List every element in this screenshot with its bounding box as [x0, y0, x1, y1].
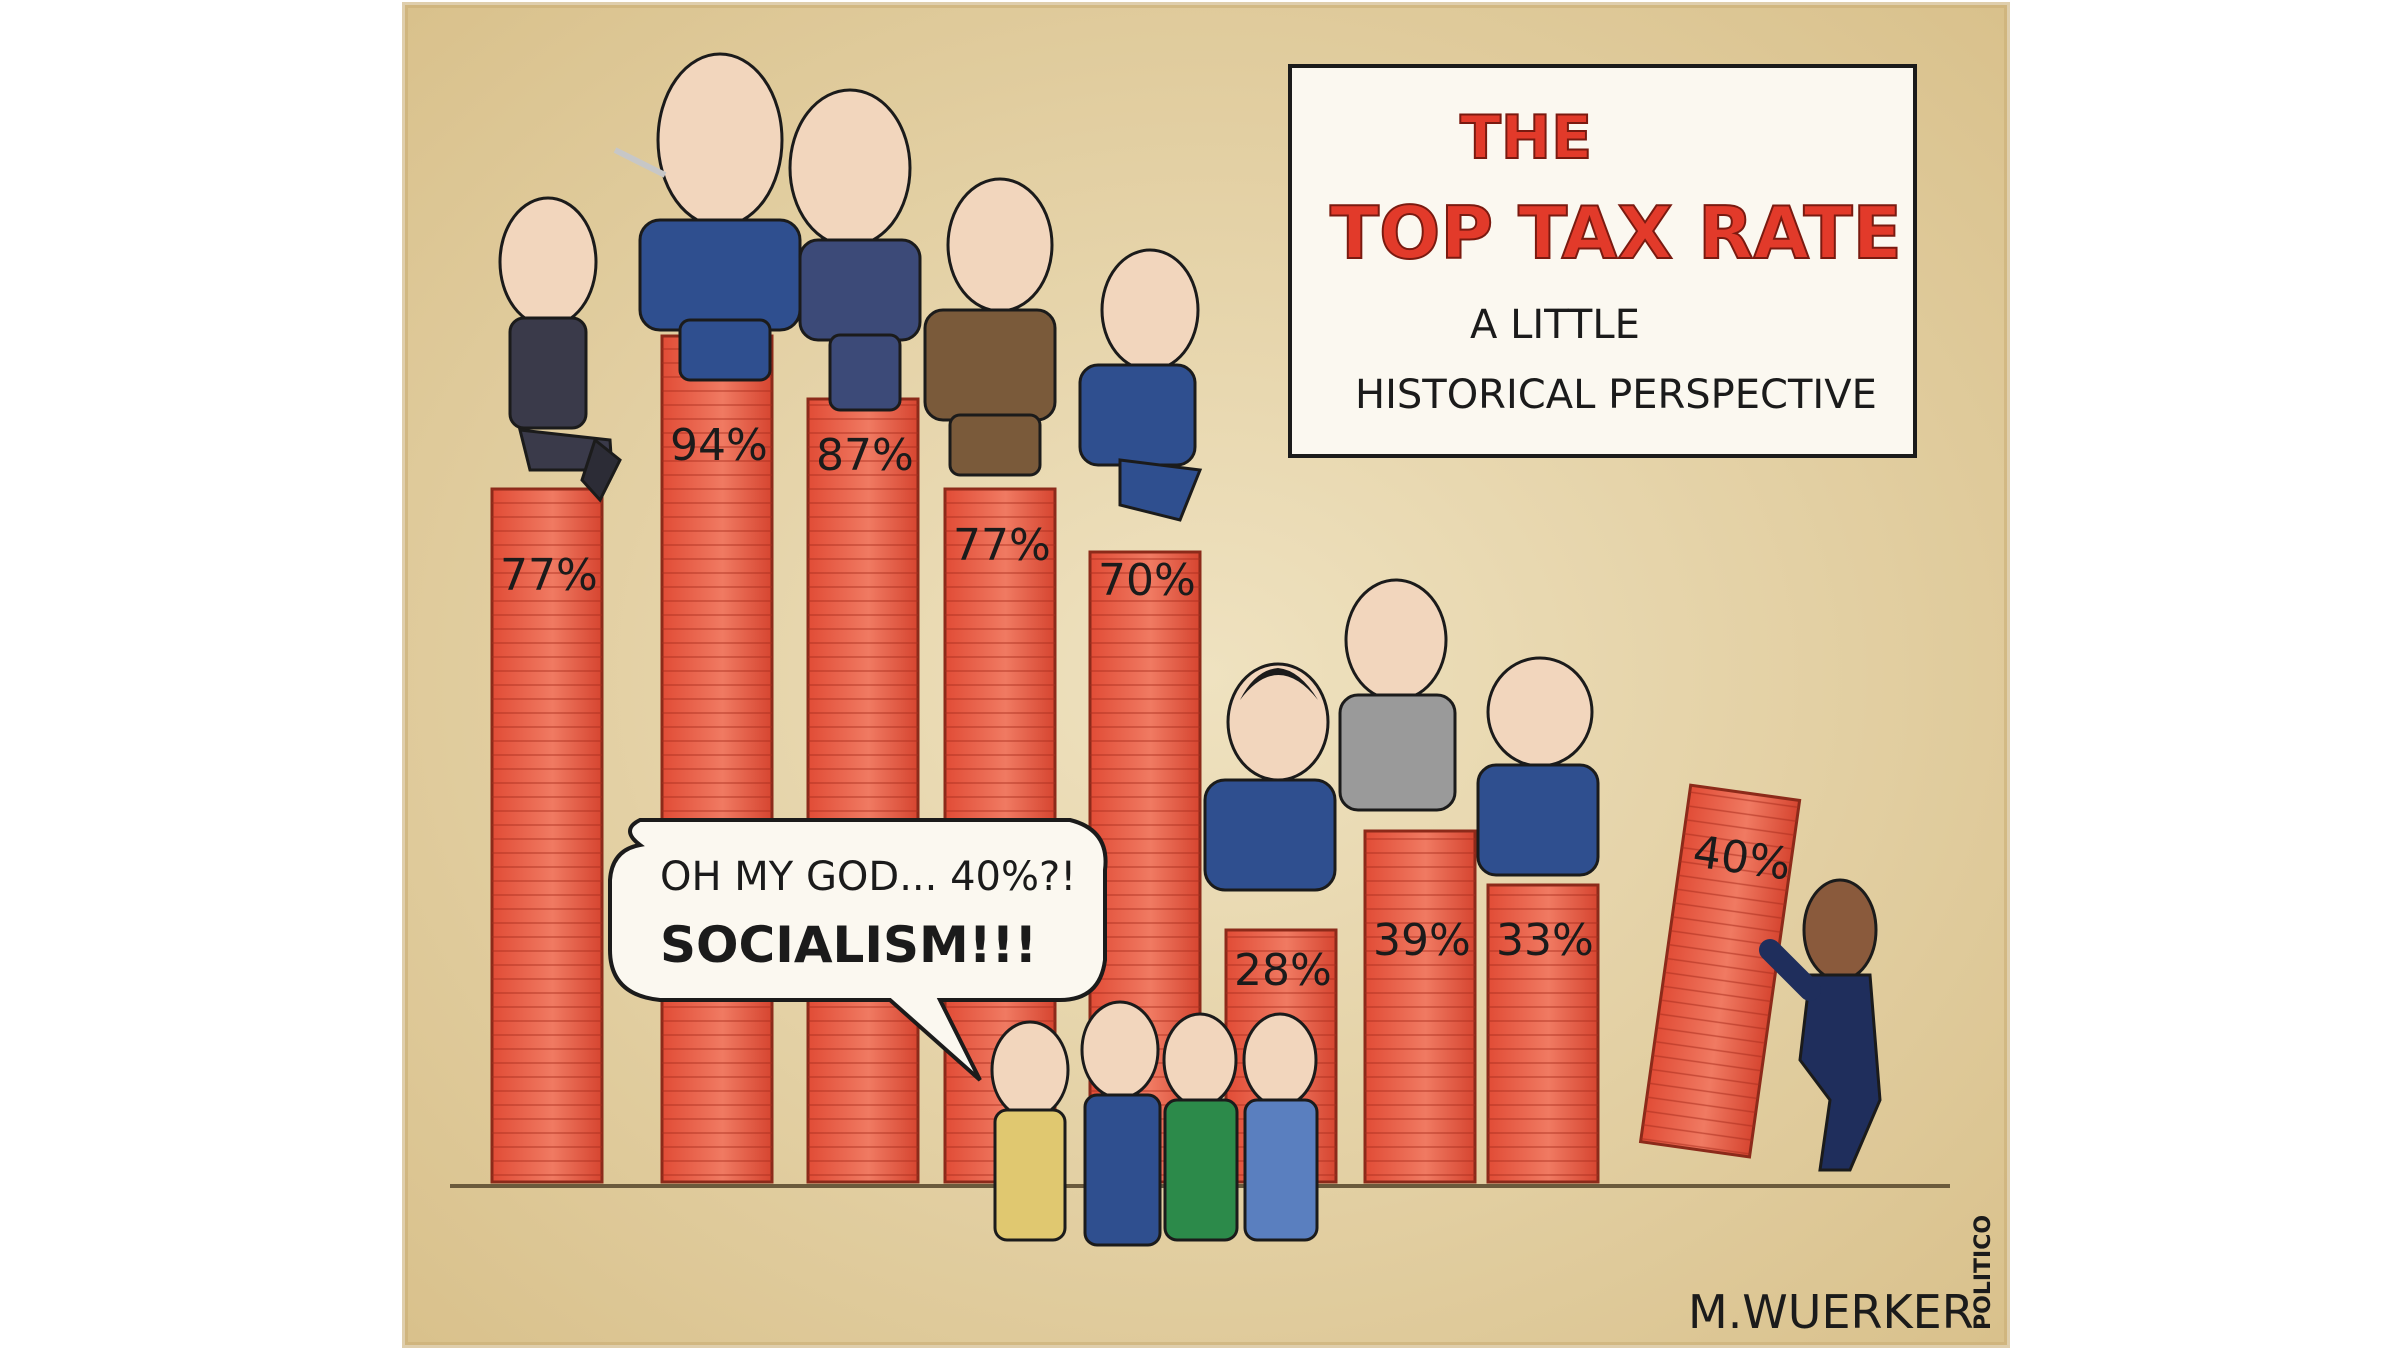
- bar-3-label: 87%: [816, 430, 914, 481]
- bar-1-tick-marks: [492, 489, 602, 1182]
- bar-3-tick-marks: [808, 399, 918, 1182]
- bar-7: 39%: [1363, 829, 1477, 1184]
- bar-9-tick-marks: [1640, 785, 1800, 1157]
- bar-8: 33%: [1486, 883, 1600, 1184]
- crowd-group: [990, 1000, 1319, 1247]
- figure-2-caricature: [613, 52, 802, 382]
- speech-line-1: OH MY GOD... 40%?!: [660, 854, 1076, 900]
- bar-7-label: 39%: [1373, 915, 1471, 966]
- bar-1: 77%: [490, 487, 604, 1184]
- subtitle-line-2: HISTORICAL PERSPECTIVE: [1355, 372, 1877, 418]
- bar-1-label: 77%: [500, 550, 598, 601]
- bar-2-label: 94%: [670, 420, 768, 471]
- figure-4-caricature: [923, 177, 1057, 477]
- title-line-1: THE: [1460, 103, 1592, 173]
- figure-pushing-bar: [1759, 878, 1882, 1172]
- figure-6-caricature: [1203, 662, 1337, 892]
- subtitle-line-1: A LITTLE: [1470, 302, 1640, 348]
- historical-figures: [498, 52, 1882, 1247]
- artist-signature: M.WUERKER: [1688, 1285, 1974, 1339]
- bar-4-label: 77%: [953, 520, 1051, 571]
- bar-7-tick-marks: [1365, 831, 1475, 1182]
- figure-1-caricature: [498, 196, 622, 503]
- speech-bubble: OH MY GOD... 40%?! SOCIALISM!!!: [608, 818, 1108, 1082]
- bar-3: 87%: [806, 397, 920, 1184]
- bar-8-label: 33%: [1496, 915, 1594, 966]
- bar-5-label: 70%: [1098, 555, 1196, 606]
- publisher-credit: POLITICO: [1971, 1215, 1996, 1330]
- figure-5-caricature: [1078, 248, 1203, 522]
- bar-6-label: 28%: [1234, 945, 1332, 996]
- figure-3-caricature: [788, 88, 922, 412]
- title-line-2: TOP TAX RATE: [1330, 191, 1902, 275]
- bar-2: 94%: [660, 334, 774, 1184]
- bar-2-tick-marks: [662, 336, 772, 1182]
- title-card: THE TOP TAX RATE A LITTLE HISTORICAL PER…: [1288, 64, 1917, 458]
- figure-8-caricature: [1476, 656, 1600, 877]
- bar-8-tick-marks: [1488, 885, 1598, 1182]
- figure-7-caricature: [1338, 578, 1457, 812]
- speech-line-2: SOCIALISM!!!: [660, 916, 1037, 974]
- bar-9: 40%: [1638, 783, 1802, 1159]
